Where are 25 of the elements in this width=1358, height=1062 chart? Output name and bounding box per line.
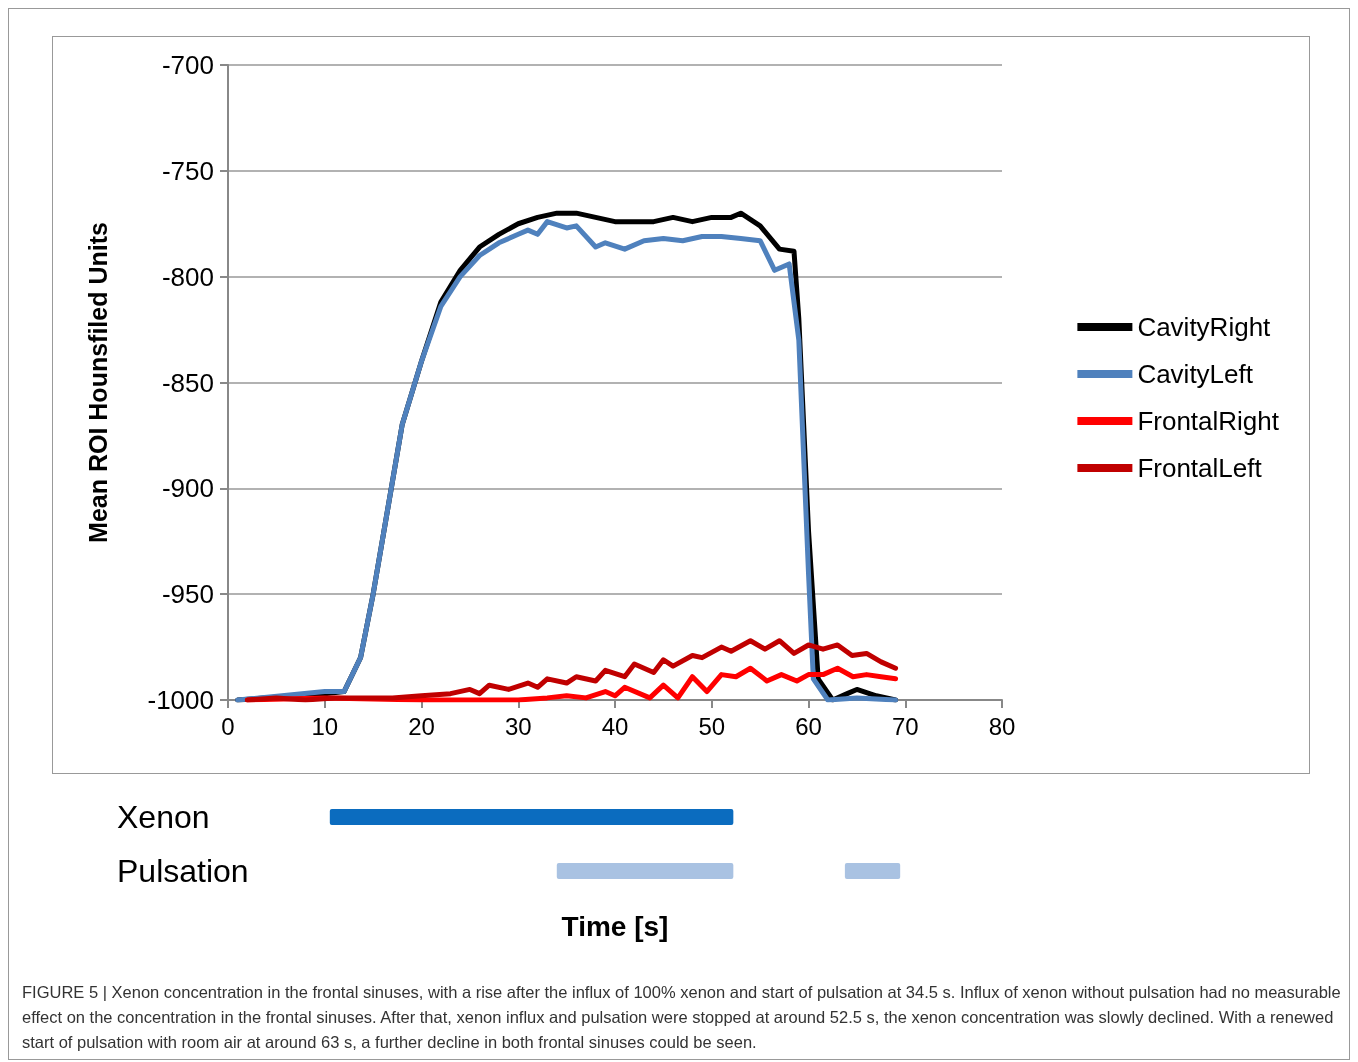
x-tick-label: 80 <box>988 712 1016 740</box>
y-tick-label: -900 <box>161 473 214 504</box>
caption: FIGURE 5 | Xenon concentration in the frontal sinuses, with a rise after the influx of 100% xenon and start of pulsation at 34.5 s. Influx of xenon without pulsation had no measurable effect on the concentration in the frontal sinuses. After that, xenon influx and pulsation were stopped at around 52.5 s, the xenon concentration was slowly declined. With a renewed start of pulsation with room air at around 63 s, a further decline in both frontal sinuses could be seen. <box>22 982 1342 1053</box>
y-tick-label: Xenon <box>117 799 210 835</box>
y-tick-label: -700 <box>161 50 214 80</box>
x-axis-title: Time [s] <box>561 910 669 942</box>
x-tick-label: 20 <box>408 712 435 740</box>
y-tick-label: -1000 <box>147 685 214 715</box>
x-tick-label: 70 <box>891 712 919 740</box>
y-tick-label: -950 <box>161 579 214 610</box>
legend-label: CavityLeft <box>1137 359 1254 389</box>
legend-label: CavityRight <box>1137 312 1272 342</box>
y-tick-label: -750 <box>161 155 214 186</box>
legend-label: FrontalLeft <box>1137 453 1263 483</box>
y-tick-label: Pulsation <box>117 853 249 889</box>
x-tick-label: 10 <box>311 712 339 740</box>
y-axis-title: Mean ROI Hounsfiled Units <box>83 222 112 543</box>
y-tick-label: -800 <box>161 261 214 292</box>
x-tick-label: 0 <box>221 712 235 740</box>
x-tick-label: 50 <box>698 712 726 740</box>
legend-label: FrontalRight <box>1137 406 1280 436</box>
y-tick-label: -850 <box>161 367 214 398</box>
x-tick-label: 40 <box>601 712 629 740</box>
x-tick-label: 60 <box>795 712 822 740</box>
x-tick-label: 30 <box>504 712 532 740</box>
